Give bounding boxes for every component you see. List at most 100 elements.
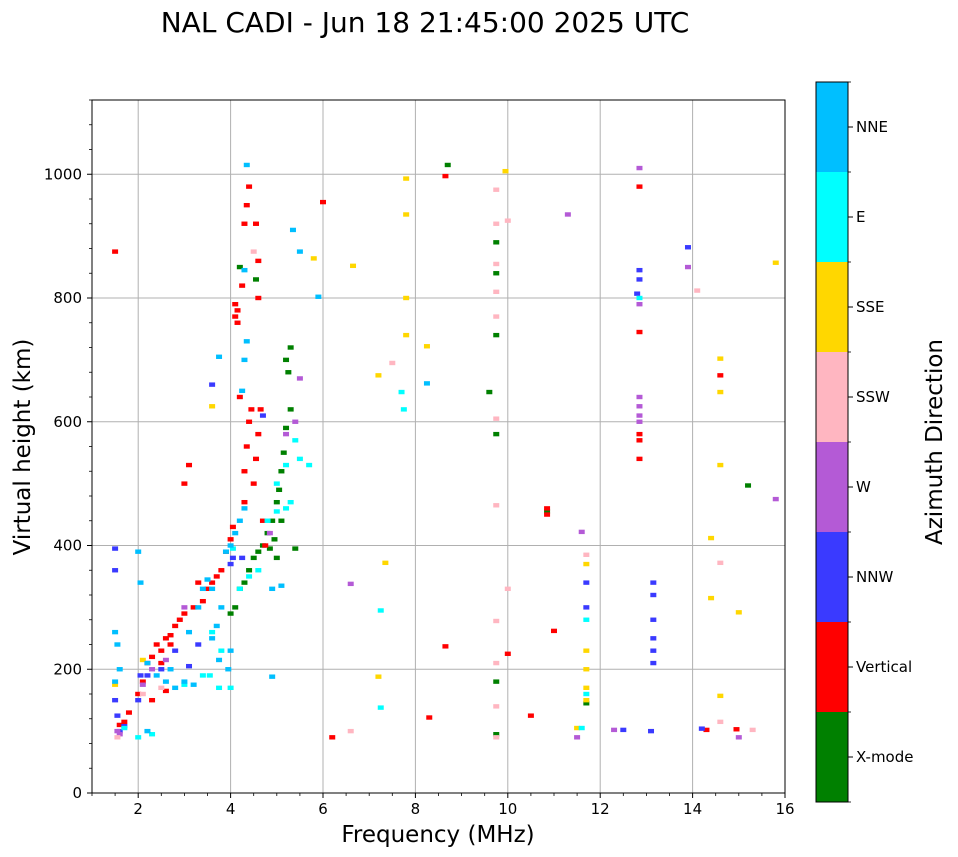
echo-point (186, 462, 193, 468)
echo-point (167, 667, 174, 672)
echo-point (636, 438, 643, 443)
echo-point (139, 691, 146, 697)
echo-point (350, 263, 357, 269)
echo-point (733, 727, 740, 732)
echo-point (583, 648, 590, 653)
echo-point (246, 574, 253, 579)
echo-point (650, 580, 657, 585)
echo-point (423, 344, 430, 349)
echo-point (241, 221, 248, 226)
echo-point (273, 509, 280, 514)
echo-point (583, 667, 590, 672)
echo-point (199, 598, 206, 604)
colorbar-segment (816, 532, 848, 622)
echo-point (493, 289, 500, 295)
echo-point (403, 176, 410, 181)
echo-point (717, 356, 724, 361)
colorbar-tick-label: W (856, 478, 871, 496)
echo-point (181, 605, 188, 610)
colorbar-tick-label: X-mode (856, 748, 913, 766)
echo-point (139, 679, 146, 684)
echo-point (442, 644, 449, 649)
x-tick-label: 10 (498, 800, 517, 818)
colorbar-segment (816, 172, 848, 262)
x-tick-label: 4 (226, 800, 236, 818)
echo-point (403, 212, 410, 217)
echo-point (283, 357, 290, 363)
colorbar-segment (816, 622, 848, 712)
echo-point (255, 431, 262, 437)
echo-point (239, 283, 246, 288)
echo-point (114, 642, 121, 647)
echo-point (504, 651, 511, 656)
echo-point (583, 580, 590, 585)
echo-point (636, 301, 643, 307)
echo-point (253, 221, 260, 226)
echo-point (216, 657, 223, 663)
y-tick-label: 400 (53, 537, 82, 555)
echo-point (153, 642, 160, 647)
echo-point (195, 642, 202, 647)
echo-point (255, 295, 262, 301)
echo-point (241, 499, 248, 505)
echo-point (493, 221, 500, 226)
echo-point (112, 697, 119, 703)
echo-point (650, 636, 657, 641)
echo-point (347, 581, 354, 587)
y-tick-label: 1000 (44, 165, 82, 183)
echo-point (114, 728, 121, 734)
echo-point (544, 509, 551, 514)
echo-point (149, 697, 156, 703)
echo-point (382, 560, 389, 566)
colorbar-label: Azimuth Direction (922, 339, 948, 545)
echo-point (234, 320, 241, 325)
echo-point (574, 735, 581, 740)
echo-point (269, 674, 276, 679)
echo-point (167, 642, 174, 647)
echo-point (292, 546, 299, 551)
echo-point (273, 481, 280, 486)
echo-point (574, 725, 581, 731)
echo-point (269, 586, 276, 592)
echo-point (636, 456, 643, 462)
echo-point (139, 657, 146, 663)
echo-point (544, 506, 551, 511)
echo-point (225, 667, 232, 672)
echo-point (114, 735, 121, 740)
echo-point (717, 462, 724, 468)
echo-point (158, 667, 165, 672)
echo-point (234, 308, 241, 313)
colorbar-segment (816, 352, 848, 442)
echo-point (493, 431, 500, 437)
echo-point (243, 202, 250, 208)
echo-point (636, 431, 643, 437)
echo-point (246, 568, 253, 573)
echo-point (493, 660, 500, 666)
colorbar-frame (815, 81, 849, 803)
echo-point (636, 184, 643, 189)
colorbar-tick-label: NNE (856, 118, 888, 136)
echo-point (708, 535, 715, 541)
echo-point (636, 165, 643, 171)
echo-point (158, 648, 165, 653)
echo-point (112, 679, 119, 684)
echo-point (243, 162, 250, 168)
echo-point (236, 394, 243, 400)
echo-point (486, 389, 493, 395)
echo-point (259, 413, 266, 418)
echo-point (583, 552, 590, 557)
echo-point (527, 713, 534, 718)
echo-point (181, 679, 188, 684)
chart-title: NAL CADI - Jun 18 21:45:00 2025 UTC (161, 6, 690, 39)
echo-point (137, 580, 144, 585)
echo-point (426, 715, 433, 720)
echo-point (493, 332, 500, 338)
echo-point (232, 301, 239, 307)
echo-point (551, 628, 557, 634)
echo-point (444, 162, 451, 168)
echo-point (684, 245, 691, 250)
echo-point (650, 617, 657, 622)
echo-point (285, 370, 292, 375)
echo-point (493, 187, 500, 192)
echo-point (121, 725, 128, 731)
